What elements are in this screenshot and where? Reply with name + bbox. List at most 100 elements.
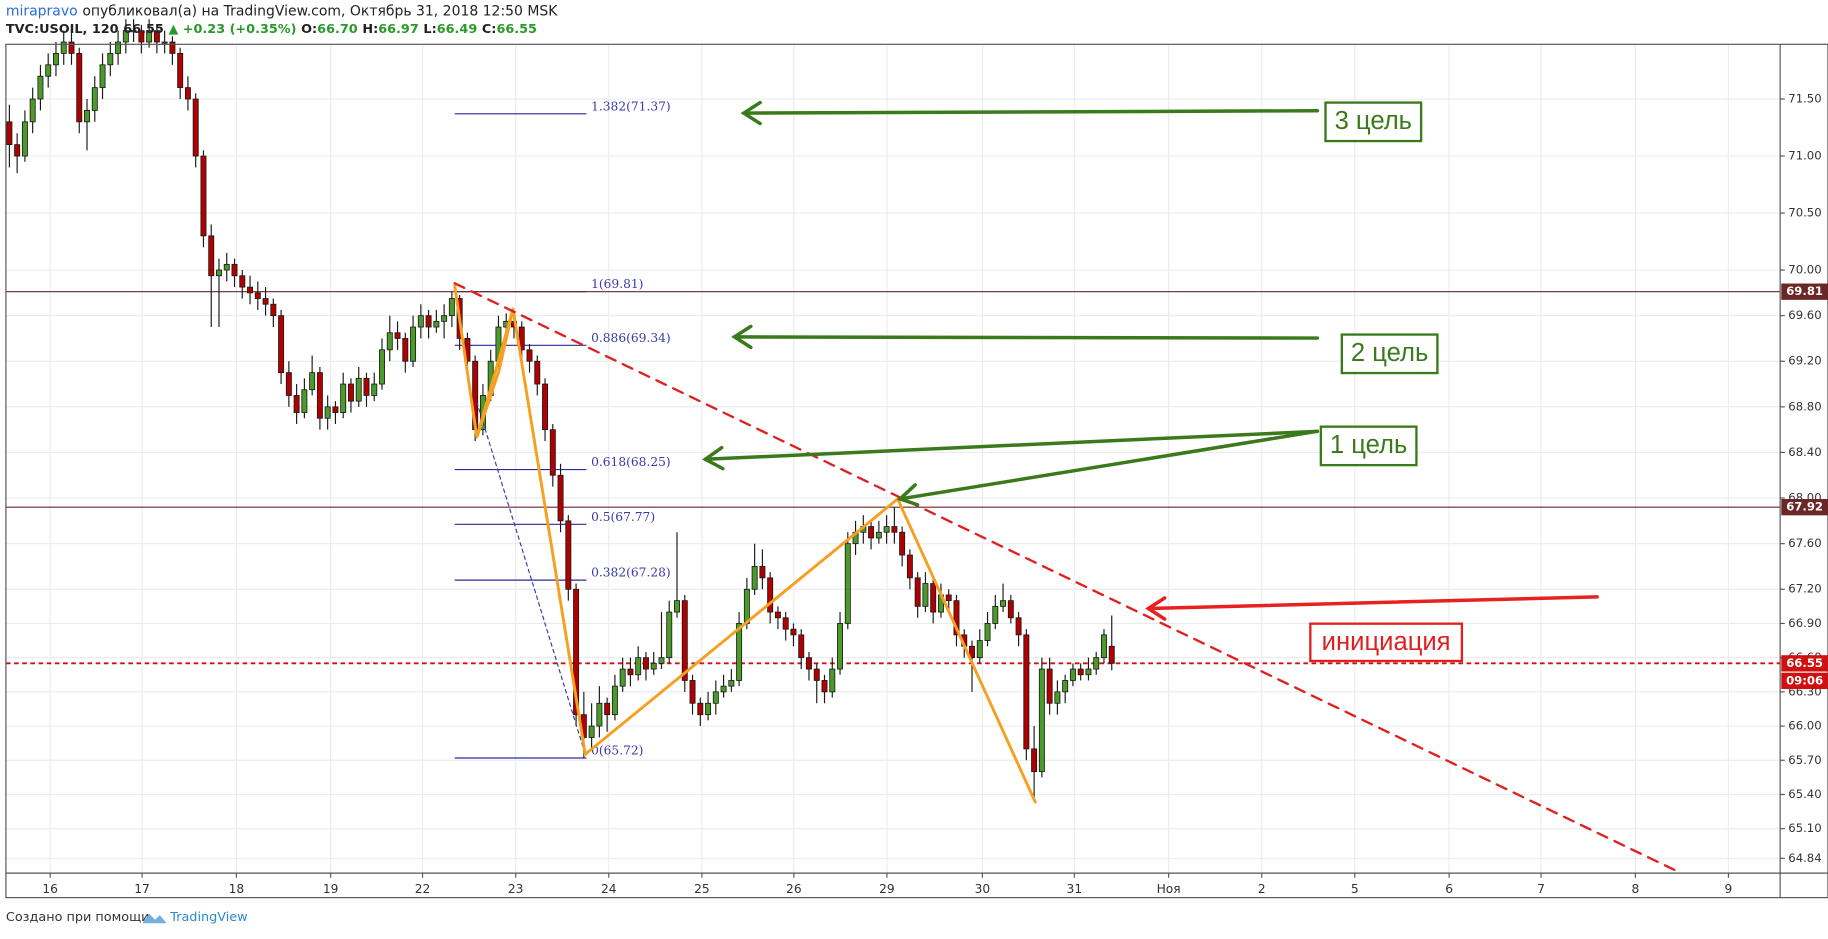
candle-body <box>604 702 611 716</box>
candle-body <box>1085 668 1092 676</box>
candle-body <box>316 372 323 419</box>
entry-arrow <box>1145 595 1599 621</box>
candle-body <box>379 349 385 385</box>
candle-body <box>806 657 812 670</box>
footer: Создано при помощи TradingView <box>6 910 248 925</box>
candle-body <box>790 628 797 636</box>
level-price-box <box>1781 283 1828 300</box>
ohlc-key: O: <box>301 22 317 37</box>
candle-body <box>394 332 401 339</box>
x-tick-label: 22 <box>415 882 431 896</box>
y-tick-label: 65.10 <box>1788 821 1821 835</box>
arrow <box>732 335 1320 340</box>
candle-body <box>782 617 789 630</box>
annotation-box <box>1319 425 1418 467</box>
logo <box>142 913 167 924</box>
candle-body <box>798 634 805 659</box>
candle-body <box>829 668 836 693</box>
x-tick-label: 29 <box>879 882 895 896</box>
candle-body <box>821 680 828 693</box>
candle-body <box>642 657 649 670</box>
y-tick-label: 71.00 <box>1788 149 1821 163</box>
candle-body <box>1031 748 1038 773</box>
y-tick-label: 66.00 <box>1788 719 1821 733</box>
candle-body <box>969 645 975 659</box>
footer-brand[interactable]: TradingView <box>169 910 247 925</box>
footer-text: Создано при помощи <box>6 910 150 925</box>
y-tick-label: 64.84 <box>1788 851 1821 865</box>
candle-body <box>720 685 727 693</box>
candle-body <box>309 372 316 391</box>
candle-body <box>6 121 13 146</box>
symbol-line: TVC:USOIL, 120 66.55 ▲ +0.23 (+0.35%) O:66.… <box>6 22 537 37</box>
x-tick-label: 2 <box>1258 882 1266 896</box>
y-tick-label: 70.50 <box>1788 206 1821 220</box>
change: ▲ +0.23 (+0.35%) <box>168 22 296 37</box>
fib-label: 1(69.81) <box>591 277 643 291</box>
candle-body <box>1007 600 1014 619</box>
candle-body <box>347 383 354 402</box>
candle-body <box>76 53 83 123</box>
time-axis-bg <box>0 873 1781 898</box>
candle-body <box>557 474 564 522</box>
header: mirapravo опубликовал(а) на TradingView.c… <box>6 4 558 37</box>
candle-body <box>270 303 277 317</box>
y-tick-label: 69.20 <box>1788 354 1821 368</box>
last-price-label: 66.55 <box>1786 656 1823 670</box>
level-price-label: 69.81 <box>1786 284 1823 298</box>
candle-body <box>930 583 937 613</box>
candle-body <box>611 685 618 716</box>
x-tick-label: 5 <box>1351 882 1359 896</box>
candle-body <box>239 275 246 288</box>
drawings <box>453 100 1680 874</box>
x-tick-label: 16 <box>42 882 58 896</box>
annotation-box <box>1340 333 1439 375</box>
frame <box>5 43 1828 899</box>
candle-body <box>417 315 424 328</box>
arrow <box>1146 595 1599 611</box>
candle-body <box>21 121 28 157</box>
ohlc-key: C: <box>482 22 497 37</box>
x-tick-label: 30 <box>975 882 991 896</box>
candle-body <box>596 702 603 727</box>
annotation: 2 цель <box>1351 339 1428 367</box>
candle-body <box>153 30 160 43</box>
candle-body <box>635 657 642 676</box>
candle-body <box>837 623 844 670</box>
candle-body <box>875 531 882 539</box>
ohlc-key: H: <box>362 22 378 37</box>
ohlc-value: 66.49 <box>437 22 478 37</box>
candle-body <box>1093 657 1100 670</box>
candle-body <box>324 406 331 419</box>
candle-body <box>146 30 153 43</box>
candle-body <box>68 41 75 54</box>
candle-body <box>689 680 696 704</box>
annotations: 3 цель 2 цель 1 цель инициация <box>1309 101 1464 663</box>
level-price-box <box>1781 499 1828 516</box>
arrow <box>742 108 1320 115</box>
candle-body <box>681 600 688 681</box>
candle-body <box>1077 668 1084 676</box>
candle-body <box>1038 668 1045 773</box>
candle-body <box>29 98 36 123</box>
candle-body <box>410 326 417 362</box>
author[interactable]: mirapravo <box>6 4 78 20</box>
levels: 1.382(71.37) 1(69.81) 0.886(69.34) 0.618(68… <box>5 99 1781 759</box>
candle-body <box>1108 645 1115 664</box>
ohlc-value: 66.55 <box>496 22 537 37</box>
candle-body <box>37 75 44 100</box>
fib-label: 0(65.72) <box>591 743 643 757</box>
candle-body <box>208 235 215 277</box>
candle-body <box>177 53 184 89</box>
candle-body <box>984 623 991 641</box>
x-tick-label: 7 <box>1537 882 1545 896</box>
axis-labels: 71.50 71.00 70.50 70.00 69.60 69.20 68.80 68.40… <box>42 92 1828 896</box>
candle-body <box>84 110 90 123</box>
y-tick-label: 68.80 <box>1788 399 1821 413</box>
arrow-head <box>731 324 753 350</box>
fib-label: 0.618(68.25) <box>591 455 671 469</box>
fib-label: 0.5(67.77) <box>591 510 655 524</box>
candle-body <box>223 263 230 271</box>
x-tick-label: 8 <box>1631 882 1639 896</box>
